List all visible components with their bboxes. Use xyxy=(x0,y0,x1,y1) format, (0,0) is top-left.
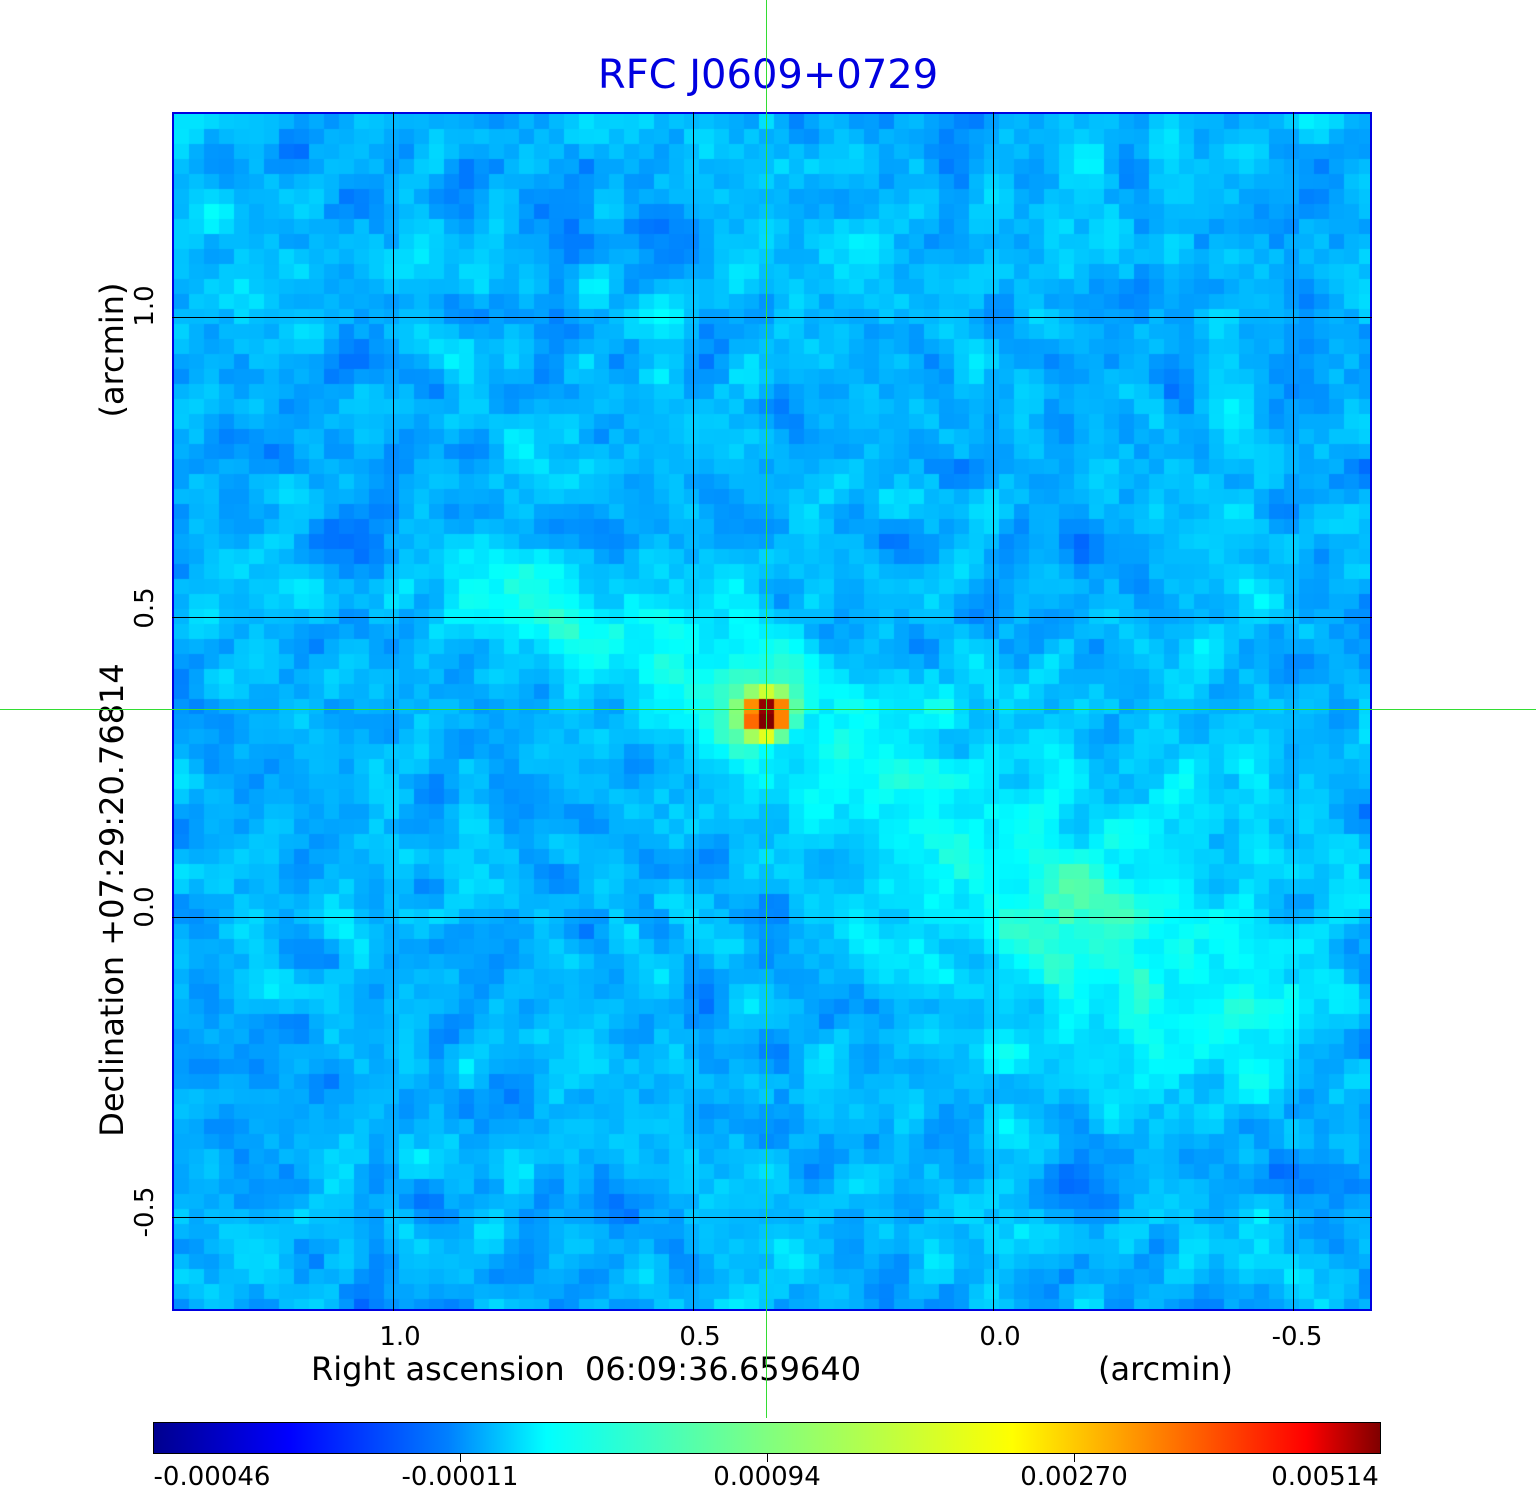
y-tick-label: -0.5 xyxy=(130,1186,160,1238)
colorbar-label: 0.00270 xyxy=(1020,1462,1128,1492)
radio-map-image xyxy=(174,114,1370,1309)
colorbar-tick xyxy=(767,1454,768,1462)
y-tick-label: 0.5 xyxy=(130,587,160,629)
chart-title: RFC J0609+0729 xyxy=(597,52,939,98)
grid-line-y xyxy=(172,917,1372,918)
grid-line-x xyxy=(393,112,394,1311)
y-tick-label: 1.0 xyxy=(130,285,160,327)
crosshair-horizontal xyxy=(0,709,1536,710)
colorbar-tick xyxy=(460,1454,461,1462)
x-tick-label: -0.5 xyxy=(1271,1322,1323,1352)
x-tick-label: 1.0 xyxy=(379,1322,421,1352)
colorbar-tick xyxy=(1074,1454,1075,1462)
y-tick-label: 0.0 xyxy=(130,886,160,928)
image-plot-area[interactable] xyxy=(172,112,1372,1311)
colorbar-label: 0.00094 xyxy=(713,1462,821,1492)
grid-line-y xyxy=(172,317,1372,318)
colorbar-label: -0.00011 xyxy=(401,1462,519,1492)
grid-line-x xyxy=(693,112,694,1311)
grid-line-y xyxy=(172,617,1372,618)
grid-line-y xyxy=(172,1217,1372,1218)
x-tick-label: 0.0 xyxy=(979,1322,1021,1352)
x-axis-unit: (arcmin) xyxy=(1098,1350,1233,1388)
colorbar xyxy=(153,1422,1381,1454)
grid-line-x xyxy=(1293,112,1294,1311)
y-axis-label: Declination +07:29:20.76814 xyxy=(93,663,131,1137)
x-axis-label: Right ascension 06:09:36.659640 xyxy=(311,1350,862,1388)
y-axis-unit: (arcmin) xyxy=(93,282,131,418)
x-tick-label: 0.5 xyxy=(679,1322,721,1352)
colorbar-label: -0.00046 xyxy=(153,1462,271,1492)
grid-line-x xyxy=(993,112,994,1311)
colorbar-label: 0.00514 xyxy=(1271,1462,1379,1492)
